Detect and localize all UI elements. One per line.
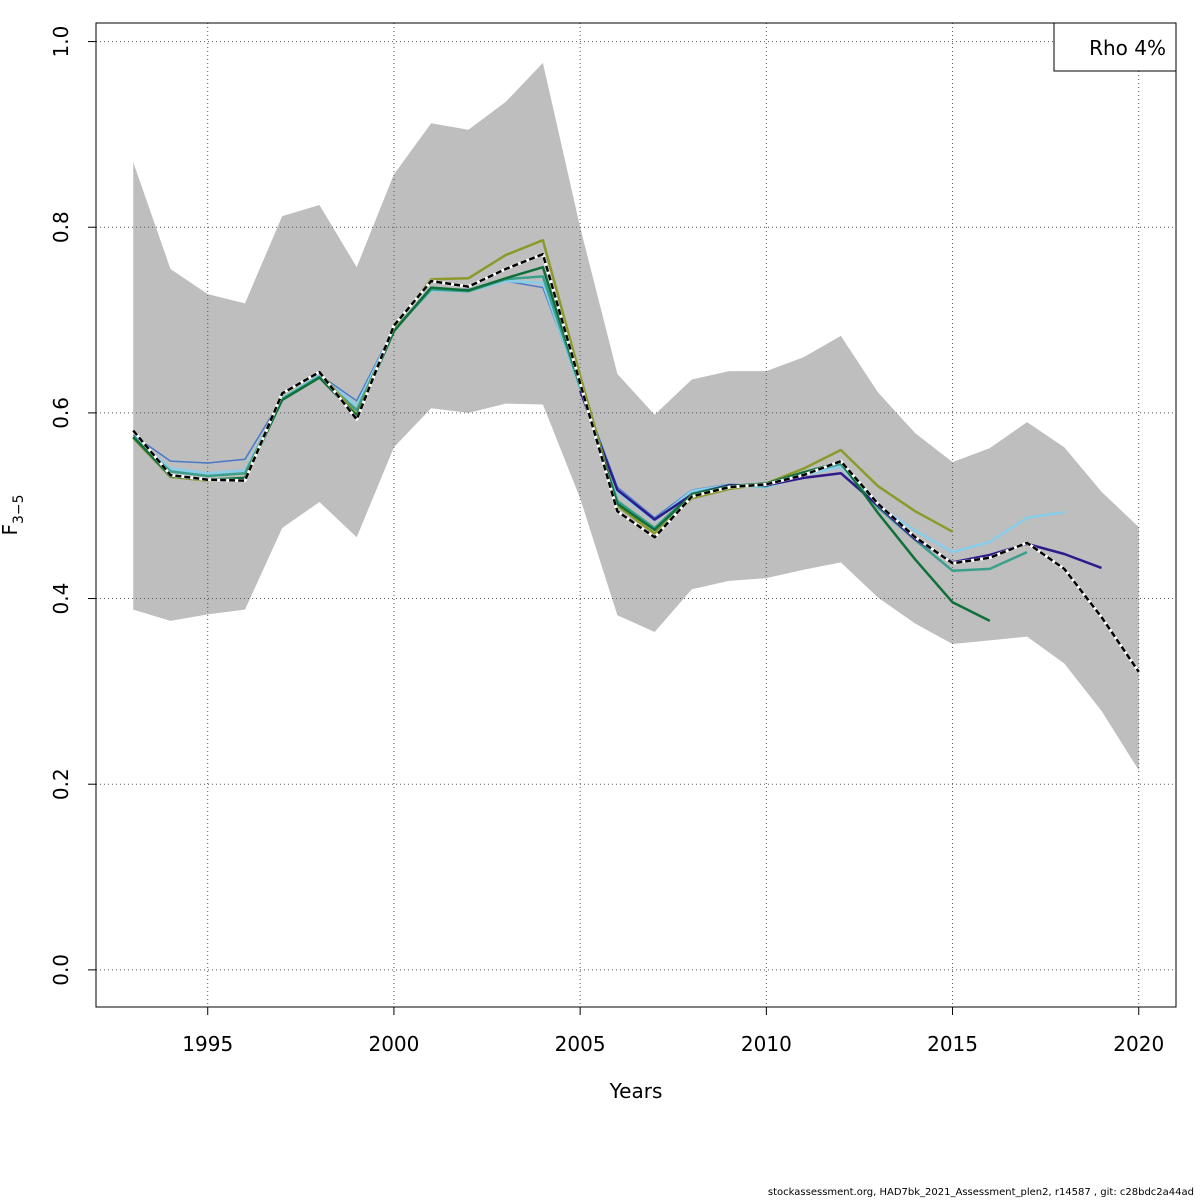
series-line-halo <box>132 252 1140 673</box>
svg-text:F3−5: F3−5 <box>0 494 27 535</box>
y-tick-label: 0.4 <box>49 583 73 615</box>
confidence-band <box>133 62 1139 771</box>
plot-frame <box>95 22 1177 1008</box>
y-tick-label: 0.8 <box>49 211 73 243</box>
series-layer <box>132 238 1140 673</box>
y-axis-title: F3−5 <box>0 494 27 535</box>
y-tick-label: 0.0 <box>49 954 73 986</box>
series-line-5 <box>132 265 991 622</box>
x-tick-label: 2015 <box>927 1032 978 1056</box>
y-tick-label: 0.2 <box>49 768 73 800</box>
x-tick-label: 2005 <box>555 1032 606 1056</box>
y-axis-title-sub: 3−5 <box>11 494 27 524</box>
legend-box <box>1053 22 1177 72</box>
x-tick-label: 1995 <box>182 1032 233 1056</box>
legend: Rho 4% <box>1053 22 1177 72</box>
x-tick-label: 2010 <box>741 1032 792 1056</box>
x-tick-label: 2020 <box>1113 1032 1164 1056</box>
grid-layer <box>96 23 1176 1007</box>
y-tick-label: 0.6 <box>49 397 73 429</box>
y-tick-label: 1.0 <box>49 26 73 58</box>
confidence-band-layer <box>133 62 1139 771</box>
x-axis-title: Years <box>609 1079 663 1103</box>
footer-credit: stockassessment.org, HAD7bk_2021_Assessm… <box>767 1187 1194 1198</box>
x-tick-label: 2000 <box>368 1032 419 1056</box>
y-axis-title-main: F <box>0 524 22 536</box>
axis-layer: 1995 2000 2005 2010 2015 2020 0.0 0.2 0.4 0.6 0.8 1… <box>49 26 1164 1056</box>
legend-text: Rho 4% <box>1089 36 1166 60</box>
